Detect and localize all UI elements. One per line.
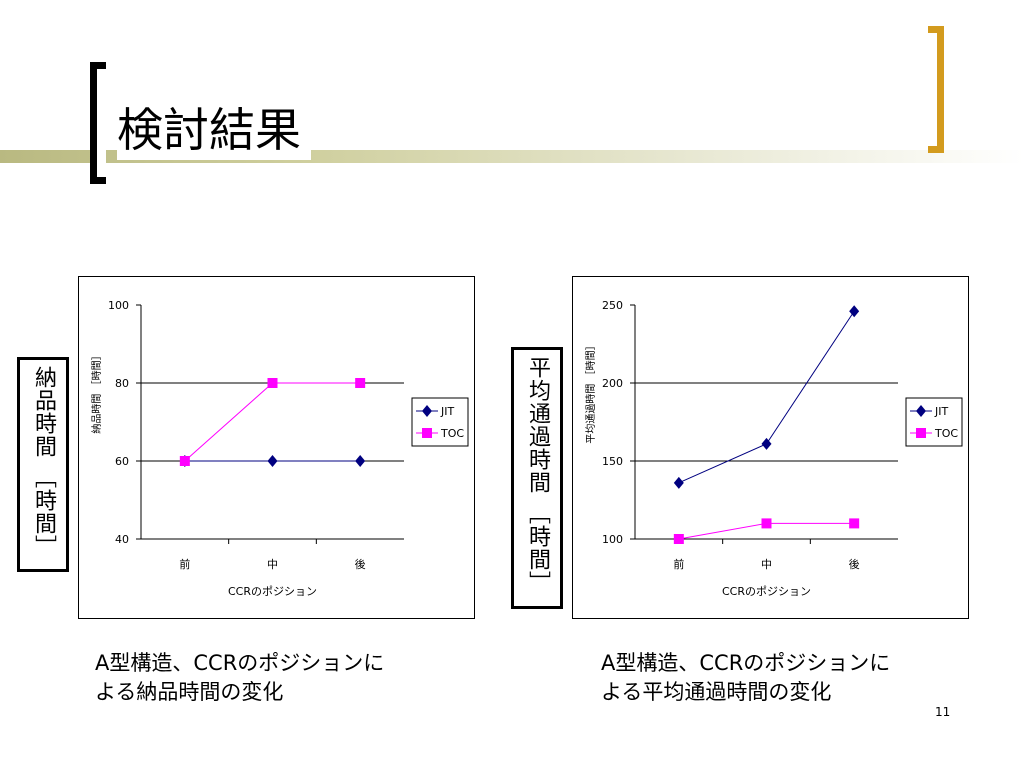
data-point-toc [267,378,278,388]
side-label-box-delivery: 納品時間 ［時間］ [17,357,69,572]
y-axis-label: 平均通過時間 ［時間］ [585,340,597,443]
legend-box [905,397,963,447]
legend-marker-jit [422,405,432,417]
series-line-jit [678,310,855,484]
x-tick-label: 後 [849,557,860,571]
x-tick-label: 中 [267,558,278,571]
legend-marker-jit [916,405,926,417]
legend-label-toc: TOC [934,427,958,440]
y-tick-label: 60 [115,455,129,468]
y-tick-label: 100 [602,533,623,546]
page-number: 11 [935,705,951,719]
x-tick-label: 中 [761,558,772,571]
side-label-delivery-time: 納品時間 ［時間］ [31,366,56,558]
side-label-box-throughput: 平均通過時間 ［時間］ [511,347,563,609]
series-line-toc [184,382,361,462]
legend-label-jit: JIT [934,405,948,418]
legend-label-jit: JIT [440,405,454,418]
data-point-jit [761,437,772,450]
legend-marker-toc [916,428,926,438]
page-title: 検討結果 [117,100,311,160]
x-axis-label: CCRのポジション [228,585,317,598]
side-label-average-pass-time: 平均通過時間 ［時間］ [525,356,550,594]
y-tick-label: 40 [115,533,129,546]
data-point-jit [849,305,860,318]
x-tick-label: 前 [673,557,684,571]
chart-delivery-time: 40 60 80 100 前 中 後 CCRのポジション 納品時間 ［時間］ JIT TOC [78,276,475,619]
y-tick-label: 250 [602,299,623,312]
y-axis-label: 納品時間 ［時間］ [90,350,103,433]
legend-marker-toc [422,428,432,438]
y-tick-label: 100 [108,299,129,312]
x-axis-label: CCRのポジション [722,585,811,598]
data-point-toc [179,456,190,466]
y-tick-label: 200 [602,377,623,390]
data-point-toc [673,534,684,544]
data-point-jit [355,455,366,467]
chart-average-pass-time: 100 150 200 250 前 中 後 CCRのポジション 平均通過時間 ［時間］ JIT TO… [572,276,969,619]
caption-delivery-chart: A型構造、CCRのポジションに よる納品時間の変化 [95,651,385,704]
legend-label-toc: TOC [440,427,464,440]
right-bracket-decoration [928,26,944,153]
x-tick-label: 前 [179,557,190,571]
left-bracket-decoration [90,62,106,184]
chart-svg-pass-time: 100 150 200 250 前 中 後 CCRのポジション 平均通過時間 ［時間］ JIT TO… [585,299,963,598]
legend-box [411,397,469,447]
chart-svg-delivery: 40 60 80 100 前 中 後 CCRのポジション 納品時間 ［時間］ JIT TOC [90,299,469,598]
data-point-jit [267,455,278,467]
caption-pass-time-chart: A型構造、CCRのポジションに よる平均通過時間の変化 [601,651,891,704]
data-point-toc [849,518,860,529]
y-tick-label: 80 [115,377,129,390]
data-point-jit [673,476,684,489]
x-tick-label: 後 [355,557,366,571]
y-tick-label: 150 [602,455,623,468]
data-point-toc [761,518,772,529]
data-point-toc [355,378,366,388]
